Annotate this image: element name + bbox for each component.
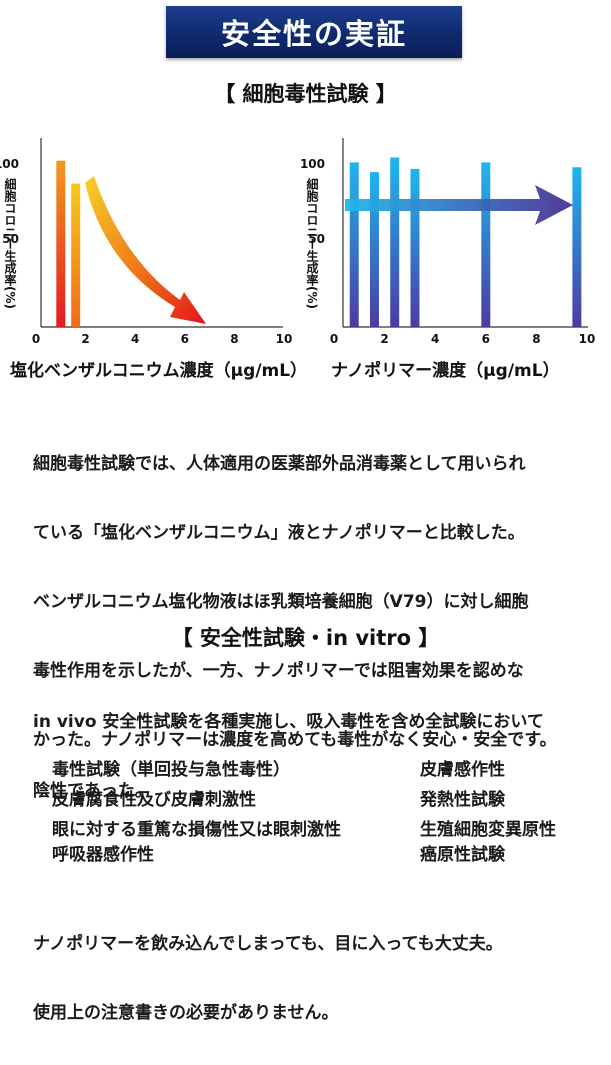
chart-bar <box>56 160 66 327</box>
safety-description: in vivo 安全性試験を各種実施し、吸入毒性を含め全試験において 陰性であっ… <box>33 670 608 843</box>
chart-xtick-label: 2 <box>81 332 89 346</box>
chart-xtick-label: 0 <box>32 332 40 346</box>
chart-xtick-label: 8 <box>230 332 238 346</box>
banner-title: 安全性の実証 <box>220 17 407 51</box>
paragraph-line: in vivo 安全性試験を各種実施し、吸入毒性を含め全試験において <box>33 711 544 732</box>
section-banner: 安全性の実証 <box>166 6 462 58</box>
chart-xtick-label: 10 <box>276 332 293 346</box>
chart-left-ytick-50: 50 <box>2 232 19 246</box>
chart-right-ytick-50: 50 <box>308 232 325 246</box>
test-item: 眼に対する重篤な損傷性又は眼刺激性 <box>52 820 341 840</box>
chart-left-ytick-100: 100 <box>0 157 19 171</box>
paragraph-line: 使用上の注意書きの必要がありません。 <box>33 1002 339 1023</box>
chart-xtick-label: 2 <box>380 332 388 346</box>
chart-right-xlabel: ナノポリマー濃度（μg/mL） <box>331 361 560 381</box>
paragraph-line: ナノポリマーを飲み込んでしまっても、目に入っても大丈夫。 <box>33 933 503 954</box>
chart-xtick-label: 0 <box>330 332 338 346</box>
conclusion: ナノポリマーを飲み込んでしまっても、目に入っても大丈夫。 使用上の注意書きの必要… <box>33 892 608 1065</box>
paragraph-line: 細胞毒性試験では、人体適用の医薬部外品消毒薬として用いられ <box>33 453 526 474</box>
test-item: 癌原性試験 <box>420 845 505 865</box>
chart-right-ylabel: 細胞コロニー生成率(%) <box>305 177 319 309</box>
safety-test-title: 【 安全性試験・in vitro 】 <box>171 626 440 650</box>
chart-left-ylabel: 細胞コロニー生成率(%) <box>3 177 17 309</box>
test-item: 生殖細胞変異原性 <box>420 820 556 840</box>
chart-right: 0 2 4 6 8 10 100 50 細胞コロニー生成率(%) <box>300 138 595 346</box>
chart-xtick-label: 4 <box>131 332 139 346</box>
paragraph-line: 陰性であった。 <box>33 780 152 801</box>
test-item: 発熱性試験 <box>420 790 505 810</box>
chart-xtick-label: 6 <box>482 332 490 346</box>
chart-xtick-label: 10 <box>579 332 596 346</box>
chart-right-ytick-100: 100 <box>300 157 325 171</box>
test-item: 毒性試験（単回投与急性毒性） <box>52 760 290 780</box>
cytotoxicity-title: 【 細胞毒性試験 】 <box>214 82 397 106</box>
chart-xtick-label: 6 <box>181 332 189 346</box>
chart-left: 0 2 4 6 8 10 100 50 細胞コロニー生成率(%) <box>0 138 292 346</box>
chart-bar <box>369 172 379 327</box>
chart-bar <box>390 157 400 327</box>
chart-xtick-label: 8 <box>532 332 540 346</box>
chart-bar <box>572 167 582 327</box>
chart-left-trend-arrow <box>85 176 206 324</box>
chart-bar <box>71 183 81 327</box>
chart-xtick-label: 4 <box>431 332 439 346</box>
chart-left-xlabel: 塩化ベンザルコニウム濃度（μg/mL） <box>10 361 308 381</box>
paragraph-line: ベンザルコニウム塩化物液はほ乳類培養細胞（V79）に対し細胞 <box>33 591 529 612</box>
chart-bar <box>481 162 491 327</box>
paragraph-line: かった。ナノポリマーは濃度を高めても毒性がなく安心・安全です。 <box>33 729 557 750</box>
test-item: 皮膚腐食性及び皮膚刺激性 <box>52 790 256 810</box>
chart-bar <box>410 168 420 327</box>
chart-bar <box>349 162 359 327</box>
test-item: 皮膚感作性 <box>420 760 505 780</box>
cytotoxicity-description: 細胞毒性試験では、人体適用の医薬部外品消毒薬として用いられ ている「塩化ベンザル… <box>33 412 608 792</box>
paragraph-line: ている「塩化ベンザルコニウム」液とナノポリマーと比較した。 <box>33 522 525 543</box>
chart-right-trend-arrow <box>345 185 573 225</box>
test-item: 呼吸器感作性 <box>52 845 154 865</box>
paragraph-line: 毒性作用を示したが、一方、ナノポリマーでは阻害効果を認めな <box>33 660 524 681</box>
